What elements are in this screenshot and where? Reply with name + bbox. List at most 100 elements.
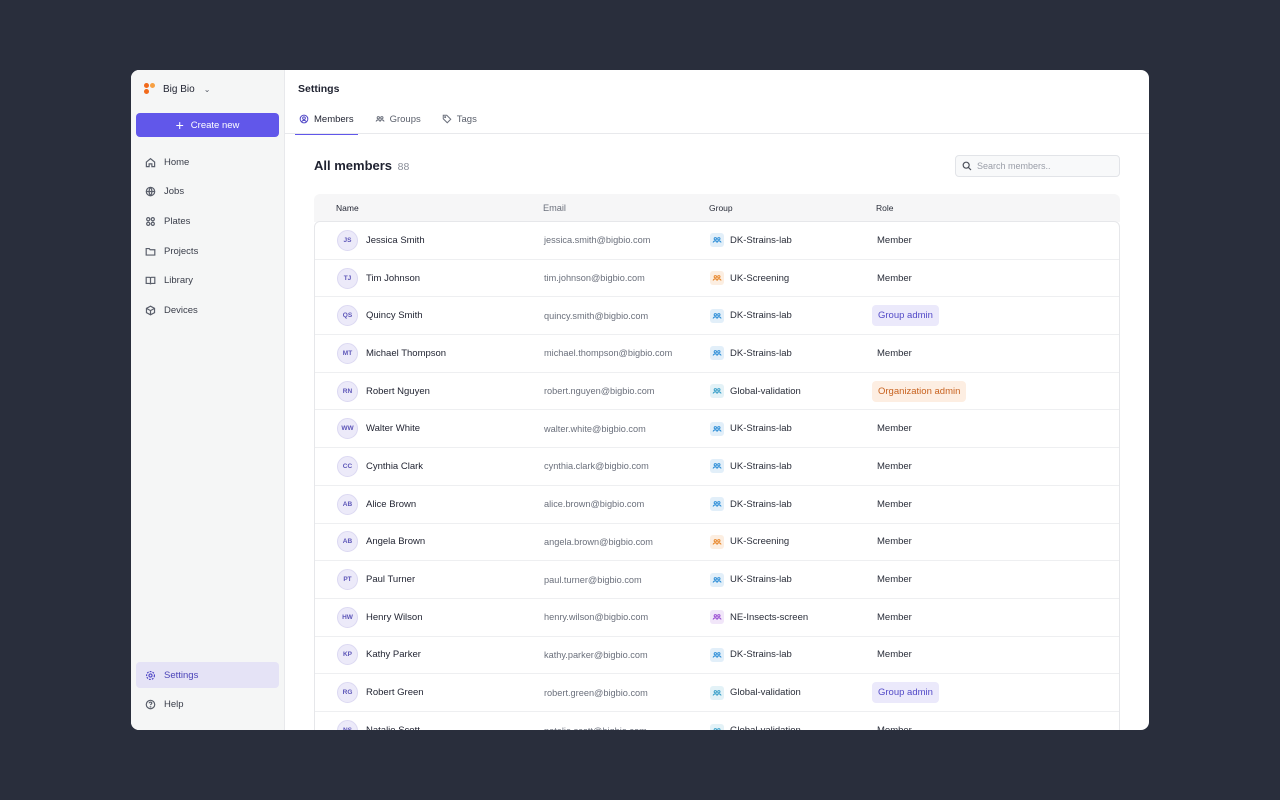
group-icon xyxy=(710,647,724,662)
tab-label: Tags xyxy=(456,113,477,125)
tab-label: Members xyxy=(314,113,354,125)
cell-group: Global-validation xyxy=(710,384,877,399)
avatar: QS xyxy=(337,305,358,327)
gear-icon xyxy=(145,670,156,680)
sidebar-item-plates[interactable]: Plates xyxy=(136,208,279,234)
table-row[interactable]: JS Jessica Smith jessica.smith@bigbio.co… xyxy=(315,222,1119,260)
member-email: quincy.smith@bigbio.com xyxy=(544,310,649,321)
col-header-role[interactable]: Role xyxy=(876,203,894,213)
table-row[interactable]: KP Kathy Parker kathy.parker@bigbio.com … xyxy=(315,637,1119,675)
role-text: Member xyxy=(877,574,912,586)
group-name: NE-Insects-screen xyxy=(730,611,809,623)
cell-role: Member xyxy=(877,461,1119,472)
sidebar-item-jobs[interactable]: Jobs xyxy=(136,179,279,205)
cell-role: Member xyxy=(877,649,1119,660)
member-name: Quincy Smith xyxy=(366,310,423,322)
group-name: UK-Screening xyxy=(730,536,790,548)
tag-icon xyxy=(442,114,452,124)
cell-role: Member xyxy=(877,499,1119,510)
org-name: Big Bio xyxy=(163,83,195,95)
sidebar-item-settings[interactable]: Settings xyxy=(136,662,279,688)
col-header-name[interactable]: Name xyxy=(336,203,359,213)
cell-name: RG Robert Green xyxy=(315,682,544,704)
sidebar-item-library[interactable]: Library xyxy=(136,268,279,294)
settings-tabs: Members Groups Tags xyxy=(295,104,494,135)
user-circle-icon xyxy=(299,114,309,124)
sidebar-item-home[interactable]: Home xyxy=(136,149,279,175)
table-body: JS Jessica Smith jessica.smith@bigbio.co… xyxy=(314,221,1120,730)
avatar: TJ xyxy=(337,267,358,289)
group-icon xyxy=(710,534,724,549)
cell-name: MT Michael Thompson xyxy=(315,342,544,364)
tab-groups[interactable]: Groups xyxy=(371,104,425,134)
member-name: Henry Wilson xyxy=(366,611,423,623)
cell-name: RN Robert Nguyen xyxy=(315,380,544,402)
table-row[interactable]: HW Henry Wilson henry.wilson@bigbio.com … xyxy=(315,599,1119,637)
group-icon xyxy=(710,610,724,625)
avatar: AB xyxy=(337,493,358,515)
group-icon xyxy=(710,308,724,323)
cell-group: DK-Strains-lab xyxy=(710,233,877,248)
table-row[interactable]: NS Natalie Scott natalie.scott@bigbio.co… xyxy=(315,712,1119,730)
group-icon xyxy=(710,572,724,587)
cell-role: Member xyxy=(877,348,1119,359)
table-row[interactable]: RG Robert Green robert.green@bigbio.com … xyxy=(315,674,1119,712)
search-input[interactable] xyxy=(977,161,1117,171)
col-header-email[interactable]: Email xyxy=(543,203,566,213)
sidebar-item-help[interactable]: Help xyxy=(136,692,279,718)
member-email: jessica.smith@bigbio.com xyxy=(544,235,651,246)
group-icon xyxy=(710,384,724,399)
cell-role: Organization admin xyxy=(872,380,1119,402)
avatar: WW xyxy=(337,418,358,440)
folder-icon xyxy=(145,247,156,256)
section-title: All members 88 xyxy=(314,158,409,173)
table-row[interactable]: RN Robert Nguyen robert.nguyen@bigbio.co… xyxy=(315,373,1119,411)
cell-name: AB Alice Brown xyxy=(315,493,544,515)
table-row[interactable]: WW Walter White walter.white@bigbio.com … xyxy=(315,410,1119,449)
sidebar-item-label: Library xyxy=(164,275,194,287)
group-name: UK-Strains-lab xyxy=(730,460,792,472)
tab-tags[interactable]: Tags xyxy=(438,104,481,134)
cell-group: Global-validation xyxy=(710,685,877,700)
table-header: Name Email Group Role xyxy=(314,194,1120,222)
member-email: henry.wilson@bigbio.com xyxy=(544,612,649,623)
table-row[interactable]: MT Michael Thompson michael.thompson@big… xyxy=(315,335,1119,373)
plus-icon: + xyxy=(175,117,184,133)
member-name: Walter White xyxy=(366,423,421,435)
table-row[interactable]: AB Alice Brown alice.brown@bigbio.com DK… xyxy=(315,486,1119,524)
role-text: Member xyxy=(877,423,912,435)
book-icon xyxy=(145,276,156,285)
cell-group: Global-validation xyxy=(710,723,877,730)
role-text: Member xyxy=(877,460,912,472)
org-switcher[interactable]: Big Bio ⌄ xyxy=(144,82,210,96)
create-new-button[interactable]: + Create new xyxy=(136,113,279,137)
role-badge: Group admin xyxy=(872,682,939,704)
role-badge: Group admin xyxy=(872,305,939,327)
tab-members[interactable]: Members xyxy=(295,104,358,135)
role-text: Member xyxy=(877,272,912,284)
sidebar-item-label: Plates xyxy=(164,215,191,227)
role-text: Member xyxy=(877,725,912,730)
cell-role: Member xyxy=(877,536,1119,547)
table-row[interactable]: CC Cynthia Clark cynthia.clark@bigbio.co… xyxy=(315,448,1119,486)
group-name: UK-Screening xyxy=(730,272,790,284)
home-icon xyxy=(145,157,156,167)
table-row[interactable]: QS Quincy Smith quincy.smith@bigbio.com … xyxy=(315,297,1119,336)
search-box[interactable] xyxy=(955,155,1120,177)
member-name: Alice Brown xyxy=(366,498,417,510)
avatar: PT xyxy=(337,569,358,591)
table-row[interactable]: AB Angela Brown angela.brown@bigbio.com … xyxy=(315,524,1119,562)
group-icon xyxy=(710,459,724,474)
sidebar-item-projects[interactable]: Projects xyxy=(136,238,279,264)
col-header-group[interactable]: Group xyxy=(709,203,733,213)
avatar: AB xyxy=(337,531,358,553)
cell-name: JS Jessica Smith xyxy=(315,229,544,251)
sidebar-item-devices[interactable]: Devices xyxy=(136,297,279,323)
table-row[interactable]: TJ Tim Johnson tim.johnson@bigbio.com UK… xyxy=(315,260,1119,298)
cell-name: TJ Tim Johnson xyxy=(315,267,544,289)
cell-role: Member xyxy=(877,273,1119,284)
member-email: angela.brown@bigbio.com xyxy=(544,536,653,547)
section-title-label: All members xyxy=(314,158,393,173)
group-icon xyxy=(710,233,724,248)
table-row[interactable]: PT Paul Turner paul.turner@bigbio.com UK… xyxy=(315,561,1119,599)
